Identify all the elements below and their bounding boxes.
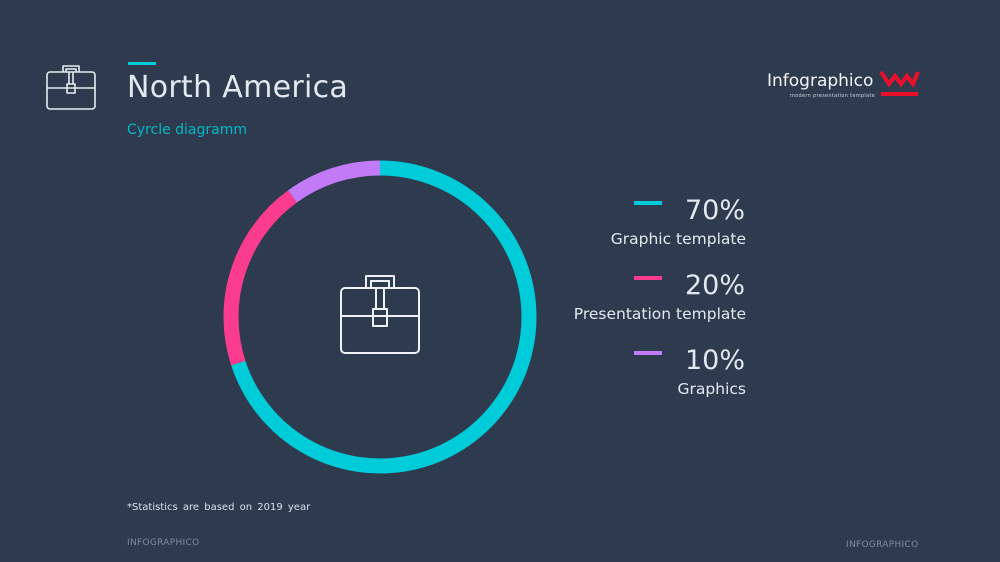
logo-text: Infographico	[767, 71, 874, 91]
legend-swatch	[634, 351, 662, 355]
footer-brand-left: INFOGRAPHICO	[127, 538, 200, 548]
page-subtitle: Cyrcle diagramm	[127, 122, 248, 138]
legend-swatch	[634, 201, 662, 205]
legend-label: Presentation template	[573, 305, 746, 323]
footnote: *Statistics are based on 2019 year	[127, 502, 311, 513]
legend-value: 20%	[684, 270, 745, 301]
donut-slice-graphics	[288, 160, 381, 203]
legend-item: 20% Presentation template	[560, 270, 746, 345]
donut-slice-graphic-template	[231, 160, 537, 474]
page-title: North America	[127, 70, 349, 105]
legend-label: Graphic template	[610, 230, 746, 248]
footer-brand-right: INFOGRAPHICO	[846, 540, 919, 550]
donut-slice-presentation-template	[223, 190, 297, 366]
legend-swatch	[634, 276, 662, 280]
legend-item: 10% Graphics	[560, 345, 746, 420]
legend-label: Graphics	[677, 380, 746, 398]
chart-legend: 70% Graphic template 20% Presentation templ…	[560, 195, 746, 420]
legend-value: 70%	[684, 195, 745, 226]
legend-value: 10%	[684, 345, 745, 376]
logo-mark-icon	[879, 70, 920, 96]
briefcase-icon	[46, 65, 96, 110]
logo-tagline: modern presentation template	[790, 93, 876, 99]
donut-chart	[223, 160, 537, 474]
center-briefcase-icon	[340, 275, 420, 354]
title-accent-bar	[128, 62, 156, 65]
legend-item: 70% Graphic template	[560, 195, 746, 270]
